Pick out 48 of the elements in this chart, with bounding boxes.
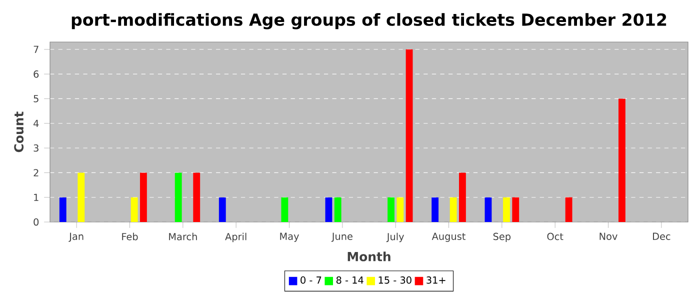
legend-label: 0 - 7 <box>300 276 322 284</box>
legend-label: 31+ <box>426 276 446 284</box>
x-axis-title: Month <box>348 252 390 262</box>
bar <box>78 172 85 222</box>
x-tick-label: Jan <box>68 232 84 242</box>
bar <box>140 172 147 222</box>
legend-label: 15 - 30 <box>378 276 412 284</box>
x-tick-label: Feb <box>122 232 138 240</box>
bar <box>503 197 510 222</box>
y-tick-label: 7 <box>34 46 38 53</box>
x-tick-label: May <box>280 232 299 242</box>
bar <box>406 49 413 222</box>
y-tick-label: 3 <box>34 144 38 152</box>
bar <box>334 197 342 222</box>
x-tick-label: April <box>225 232 246 242</box>
bar <box>325 197 332 222</box>
legend-label: 8 - 14 <box>336 276 364 284</box>
bar <box>218 197 226 222</box>
bar <box>281 197 288 222</box>
y-tick-label: 6 <box>34 70 39 78</box>
bar <box>565 197 572 222</box>
x-tick-label: June <box>331 232 352 242</box>
x-tick-label: March <box>169 232 197 240</box>
y-tick-label: 2 <box>34 169 38 176</box>
bar <box>484 197 492 222</box>
bar <box>512 197 520 222</box>
y-tick-label: 0 <box>34 218 39 226</box>
bar <box>458 172 466 222</box>
bar <box>432 197 439 222</box>
bar <box>59 197 66 222</box>
bar <box>396 197 404 222</box>
y-tick-label: 4 <box>34 120 39 127</box>
x-tick-label: Sep <box>493 232 511 242</box>
x-tick-label: July <box>386 232 404 242</box>
bar <box>388 197 394 222</box>
y-tick-label: 1 <box>34 194 38 201</box>
bar <box>193 172 200 222</box>
bar <box>174 172 182 222</box>
x-tick-label: Nov <box>600 232 618 240</box>
x-tick-label: Oct <box>547 232 564 240</box>
y-tick-label: 5 <box>34 95 38 102</box>
x-tick-label: August <box>432 232 466 242</box>
bar <box>450 197 457 222</box>
y-axis-title: Count <box>14 112 24 152</box>
x-tick-label: Dec <box>653 232 670 240</box>
chart-title: port-modifications Age groups of closed tickets December 2012 <box>72 13 666 30</box>
bar <box>618 98 626 222</box>
bar <box>130 197 138 222</box>
